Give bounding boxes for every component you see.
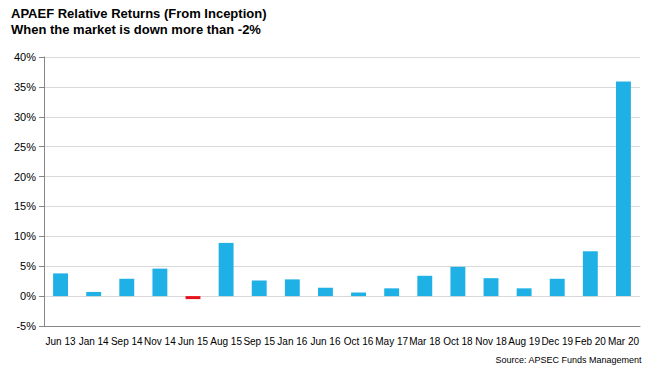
svg-text:May 17: May 17 bbox=[375, 336, 408, 347]
svg-text:20%: 20% bbox=[14, 171, 36, 183]
svg-text:Source: APSEC Funds Management: Source: APSEC Funds Management bbox=[495, 355, 642, 365]
svg-text:Mar 20: Mar 20 bbox=[608, 336, 640, 347]
svg-text:30%: 30% bbox=[14, 111, 36, 123]
svg-text:Jan 14: Jan 14 bbox=[79, 336, 109, 347]
svg-text:Nov 14: Nov 14 bbox=[144, 336, 176, 347]
svg-text:Jun 16: Jun 16 bbox=[310, 336, 340, 347]
svg-text:Aug 15: Aug 15 bbox=[210, 336, 242, 347]
svg-text:40%: 40% bbox=[14, 51, 36, 63]
svg-text:Jun 13: Jun 13 bbox=[46, 336, 76, 347]
svg-text:Sep 14: Sep 14 bbox=[111, 336, 143, 347]
svg-text:Oct 16: Oct 16 bbox=[344, 336, 374, 347]
svg-text:35%: 35% bbox=[14, 81, 36, 93]
svg-text:5%: 5% bbox=[20, 260, 36, 272]
svg-text:Sep 15: Sep 15 bbox=[243, 336, 275, 347]
svg-text:Mar 18: Mar 18 bbox=[409, 336, 441, 347]
svg-text:Jun 15: Jun 15 bbox=[178, 336, 208, 347]
svg-text:15%: 15% bbox=[14, 200, 36, 212]
svg-text:Nov 18: Nov 18 bbox=[475, 336, 507, 347]
svg-text:-5%: -5% bbox=[16, 320, 36, 332]
svg-text:Aug 19: Aug 19 bbox=[508, 336, 540, 347]
svg-text:Feb 20: Feb 20 bbox=[575, 336, 607, 347]
svg-text:0%: 0% bbox=[20, 290, 36, 302]
svg-text:When the market is down more t: When the market is down more than -2% bbox=[11, 22, 261, 37]
svg-text:10%: 10% bbox=[14, 230, 36, 242]
svg-text:Dec 19: Dec 19 bbox=[541, 336, 573, 347]
svg-text:Oct 18: Oct 18 bbox=[443, 336, 473, 347]
svg-text:APAEF Relative Returns (From I: APAEF Relative Returns (From Inception) bbox=[11, 6, 266, 21]
svg-text:Jan 16: Jan 16 bbox=[277, 336, 307, 347]
svg-text:25%: 25% bbox=[14, 141, 36, 153]
